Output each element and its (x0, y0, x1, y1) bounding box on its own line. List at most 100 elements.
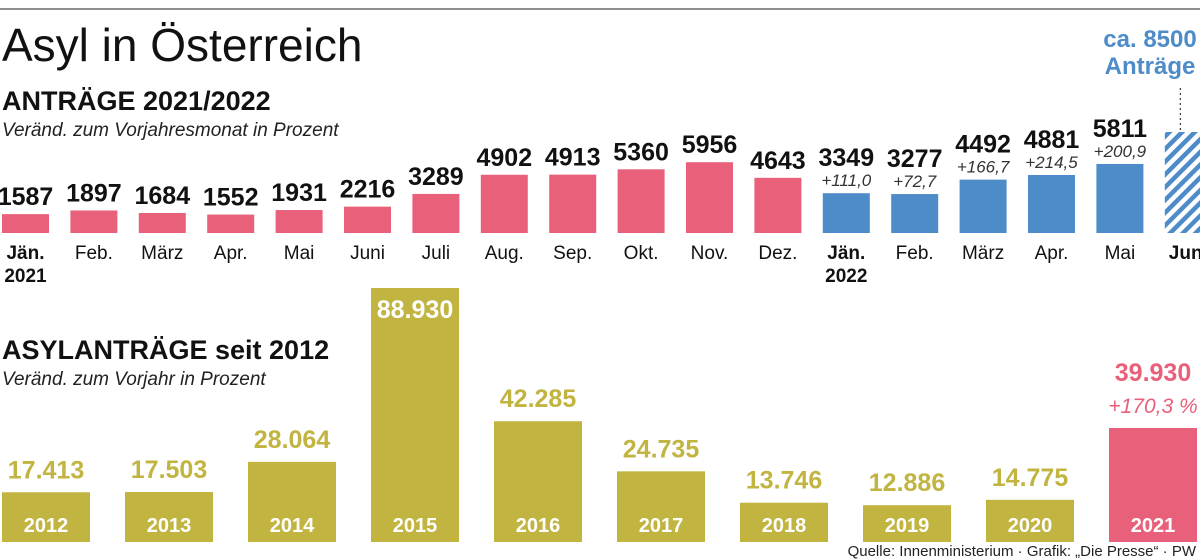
x-tick-label: März (962, 243, 1004, 264)
bar-value-label: 1552 (203, 184, 259, 212)
x-tick-label: 2014 (270, 515, 315, 537)
bar (549, 174, 597, 233)
bar-change-label: +200,9 (1094, 142, 1147, 161)
x-tick-label: Feb. (75, 243, 113, 264)
bar (275, 210, 323, 233)
bar-value-label: 2216 (340, 176, 396, 204)
bar-value-label: 5811 (1093, 115, 1147, 143)
bar (822, 193, 870, 233)
bar (207, 214, 255, 233)
page-title: Asyl in Österreich (2, 19, 362, 71)
x-tick-label: 2017 (639, 515, 684, 537)
bar (1109, 427, 1197, 542)
bar (412, 193, 460, 233)
x-tick-label: Sep. (553, 243, 592, 264)
bar-value-label: 17.413 (8, 456, 84, 484)
x-tick-label: Apr. (214, 243, 248, 264)
bar-change-label: +166,7 (957, 158, 1010, 177)
x-tick-label: 2019 (885, 515, 930, 537)
x-tick-label: 2020 (1008, 515, 1053, 537)
bar-value-label: 13.746 (746, 467, 822, 495)
bar-value-label: 12.886 (869, 469, 945, 497)
bar-value-label: 3349 (818, 144, 874, 172)
bar (617, 169, 665, 233)
source-note: Quelle: Innenministerium · Grafik: „Die … (848, 543, 1197, 560)
estimate-label-line-2: Anträge (1105, 53, 1196, 80)
bar-value-label: 1897 (66, 179, 122, 207)
estimate-label-line-1: ca. 8500 (1103, 26, 1196, 53)
bar (1028, 175, 1075, 233)
bar-estimate (1164, 132, 1200, 233)
x-tick-label: Jän. (6, 243, 44, 264)
bar-value-label: 1931 (271, 179, 327, 207)
x-tick-label: 2013 (147, 515, 192, 537)
x-tick-label: Dez. (758, 243, 797, 264)
bar-change-label: +170,3 % (1108, 395, 1197, 418)
bar-value-label: 4881 (1024, 126, 1080, 154)
bar (1096, 163, 1144, 233)
bar-value-label: 3277 (887, 145, 943, 173)
x-tick-label: Juni (350, 243, 385, 264)
yearly-chart: ASYLANTRÄGE seit 2012 Veränd. zum Vorjah… (2, 288, 1198, 542)
bar (686, 162, 733, 233)
monthly-chart-subtitle: Veränd. zum Vorjahresmonat in Prozent (2, 120, 339, 141)
bar (959, 179, 1007, 233)
bar-change-label: +214,5 (1025, 153, 1078, 172)
bar (2, 492, 90, 542)
bar-value-label: 4913 (545, 144, 601, 172)
bar (344, 206, 391, 233)
x-tick-label: Okt. (624, 243, 659, 264)
yearly-chart-title: ASYLANTRÄGE seit 2012 (2, 335, 329, 365)
bar (740, 502, 828, 542)
bar-value-label: 5360 (613, 138, 669, 166)
monthly-chart: ANTRÄGE 2021/2022 Veränd. zum Vorjahresm… (0, 22, 1200, 287)
bar-value-label: 14.775 (992, 464, 1069, 492)
bar (248, 461, 336, 542)
bar (494, 421, 582, 542)
bar-value-label: 1587 (0, 183, 53, 211)
bar (125, 492, 213, 542)
bar-value-label: 5956 (682, 131, 738, 159)
bar (986, 499, 1074, 542)
x-tick-label: Juli (422, 243, 451, 264)
bar (617, 471, 705, 542)
x-tick-label: Apr. (1035, 243, 1069, 264)
x-tick-label: Jän. (827, 243, 865, 264)
x-tick-year: 2021 (4, 266, 47, 287)
bar-value-label: 39.930 (1115, 359, 1191, 387)
x-tick-year: 2022 (825, 266, 867, 287)
x-tick-label: 2018 (762, 515, 807, 537)
bar (480, 174, 528, 233)
monthly-chart-title: ANTRÄGE 2021/2022 (2, 86, 271, 116)
x-tick-label: 2021 (1131, 515, 1176, 537)
bar-change-label: +72,7 (893, 172, 937, 191)
x-tick-label: 2012 (24, 515, 69, 537)
x-tick-label: Mai (284, 243, 315, 264)
x-tick-label: Mai (1105, 243, 1136, 264)
bar (754, 177, 802, 233)
bar (138, 212, 186, 233)
bar-change-label: +111,0 (821, 171, 871, 190)
x-tick-label: Aug. (485, 243, 524, 264)
yearly-chart-subtitle: Veränd. zum Vorjahr in Prozent (2, 369, 266, 390)
bar-value-label: 17.503 (131, 456, 207, 484)
x-tick-label: 2016 (516, 515, 561, 537)
bar (70, 210, 118, 233)
bar (2, 214, 49, 233)
bar (371, 288, 459, 542)
bar-value-label: 42.285 (500, 385, 577, 413)
bar-value-label: 3289 (408, 163, 464, 191)
bar-value-label: 28.064 (254, 426, 331, 454)
x-tick-label: 2015 (393, 515, 438, 537)
x-tick-label: Nov. (691, 243, 729, 264)
bar-value-label: 4643 (750, 147, 806, 175)
bar-value-label: 88.930 (377, 296, 453, 324)
x-tick-label: März (141, 243, 183, 264)
estimate-label-bg (1096, 22, 1200, 84)
x-tick-label: Juni (1169, 243, 1200, 264)
bar (863, 505, 951, 542)
x-tick-label: Feb. (896, 243, 934, 264)
bar-value-label: 4902 (476, 144, 532, 172)
bar-value-label: 1684 (134, 182, 190, 210)
